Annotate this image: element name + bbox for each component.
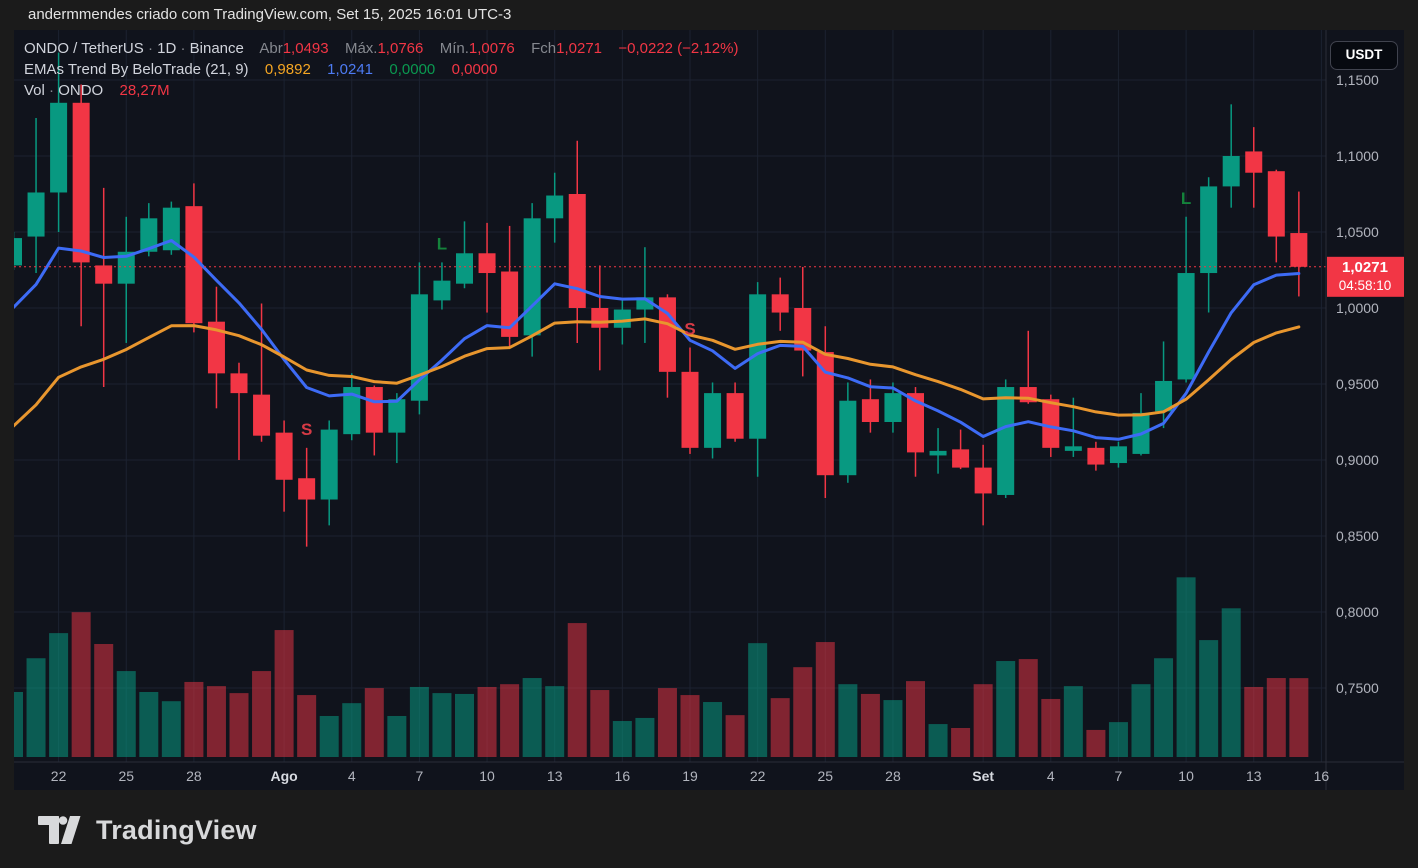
open-label: Abr — [259, 40, 283, 57]
change-value: −0,0222 (−2,12%) — [618, 40, 739, 57]
svg-text:0,8500: 0,8500 — [1336, 528, 1379, 544]
ema-lines — [14, 239, 1301, 441]
short-marker: S — [301, 420, 312, 439]
high-value: 1,0766 — [377, 40, 424, 57]
svg-text:0,9500: 0,9500 — [1336, 376, 1379, 392]
signal-down-value: 0,0000 — [451, 61, 498, 78]
svg-text:25: 25 — [818, 768, 834, 784]
chart-legend: ONDO / TetherUS · 1D · Binance Abr1,0493… — [24, 38, 738, 101]
svg-text:10: 10 — [479, 768, 495, 784]
exchange-label[interactable]: Binance — [189, 40, 244, 57]
svg-text:19: 19 — [682, 768, 698, 784]
svg-text:Ago: Ago — [270, 768, 297, 784]
last-price-label: 1,0271 04:58:10 — [1327, 256, 1404, 297]
svg-text:13: 13 — [547, 768, 563, 784]
long-marker: L — [437, 234, 447, 253]
legend-indicator-row: EMAs Trend By BeloTrade (21, 9) 0,9892 1… — [24, 59, 738, 80]
close-label: Fch — [531, 40, 557, 57]
svg-text:7: 7 — [416, 768, 424, 784]
close-value: 1,0271 — [556, 40, 603, 57]
legend-symbol-row: ONDO / TetherUS · 1D · Binance Abr1,0493… — [24, 38, 738, 59]
svg-text:4: 4 — [1047, 768, 1055, 784]
chart-canvas[interactable]: S L S L 1,1500 1,1000 1,0500 1,0000 0,9500 0,9000… — [14, 30, 1404, 790]
trade-markers: S L S L — [301, 189, 1191, 439]
svg-text:0,8000: 0,8000 — [1336, 604, 1379, 620]
signal-up-value: 0,0000 — [389, 61, 436, 78]
short-marker: S — [684, 320, 695, 339]
svg-text:Set: Set — [972, 768, 994, 784]
indicator-params: (21, 9) — [205, 61, 249, 78]
svg-text:1,1000: 1,1000 — [1336, 148, 1379, 164]
currency-toggle-button[interactable]: USDT — [1330, 41, 1398, 70]
time-axis[interactable]: 22 25 28 Ago 4 7 10 13 16 19 22 25 28 Set 4 7 10 13 16 — [51, 768, 1330, 784]
svg-text:28: 28 — [885, 768, 901, 784]
candlesticks — [14, 52, 1308, 547]
indicator-name[interactable]: EMAs Trend By BeloTrade — [24, 61, 202, 78]
separator-dot: · — [180, 40, 186, 57]
svg-text:1,1500: 1,1500 — [1336, 72, 1379, 88]
separator-dot: · — [49, 82, 55, 99]
low-label: Mín. — [439, 40, 469, 57]
attribution-text: andermmendes criado com TradingView.com,… — [28, 6, 512, 23]
svg-text:16: 16 — [1314, 768, 1330, 784]
svg-text:25: 25 — [118, 768, 134, 784]
ema9-value: 1,0241 — [327, 61, 374, 78]
svg-text:22: 22 — [51, 768, 67, 784]
svg-text:22: 22 — [750, 768, 766, 784]
chart-widget: S L S L 1,1500 1,1000 1,0500 1,0000 0,9500 0,9000… — [14, 30, 1404, 790]
price-axis[interactable]: 1,1500 1,1000 1,0500 1,0000 0,9500 0,9000 0,85… — [1336, 72, 1379, 696]
symbol-title[interactable]: ONDO / TetherUS — [24, 40, 144, 57]
long-marker: L — [1181, 189, 1191, 208]
tradingview-logo[interactable]: TradingView — [38, 810, 257, 850]
ema21-value: 0,9892 — [264, 61, 311, 78]
volume-value: 28,27M — [119, 82, 170, 99]
svg-text:10: 10 — [1178, 768, 1194, 784]
svg-text:0,7500: 0,7500 — [1336, 680, 1379, 696]
legend-volume-row: Vol · ONDO 28,27M — [24, 80, 738, 101]
svg-text:1,0000: 1,0000 — [1336, 300, 1379, 316]
svg-text:16: 16 — [615, 768, 631, 784]
svg-text:4: 4 — [348, 768, 356, 784]
open-value: 1,0493 — [282, 40, 329, 57]
svg-text:1,0500: 1,0500 — [1336, 224, 1379, 240]
svg-text:13: 13 — [1246, 768, 1262, 784]
volume-label[interactable]: Vol — [24, 82, 45, 99]
last-price-value: 1,0271 — [1342, 259, 1388, 276]
tradingview-logo-icon — [38, 816, 81, 844]
volume-symbol: ONDO — [58, 82, 104, 99]
separator-dot: · — [147, 40, 153, 57]
svg-text:7: 7 — [1115, 768, 1123, 784]
volume-bars — [14, 577, 1309, 757]
low-value: 1,0076 — [468, 40, 515, 57]
ema-9-line — [14, 239, 1301, 441]
interval-label[interactable]: 1D — [157, 40, 177, 57]
attribution-bar: andermmendes criado com TradingView.com,… — [0, 0, 1418, 30]
high-label: Máx. — [344, 40, 378, 57]
tradingview-logo-text: TradingView — [96, 814, 257, 845]
svg-text:28: 28 — [186, 768, 202, 784]
ema-21-line — [14, 317, 1301, 428]
svg-text:0,9000: 0,9000 — [1336, 452, 1379, 468]
bar-countdown: 04:58:10 — [1339, 278, 1392, 293]
